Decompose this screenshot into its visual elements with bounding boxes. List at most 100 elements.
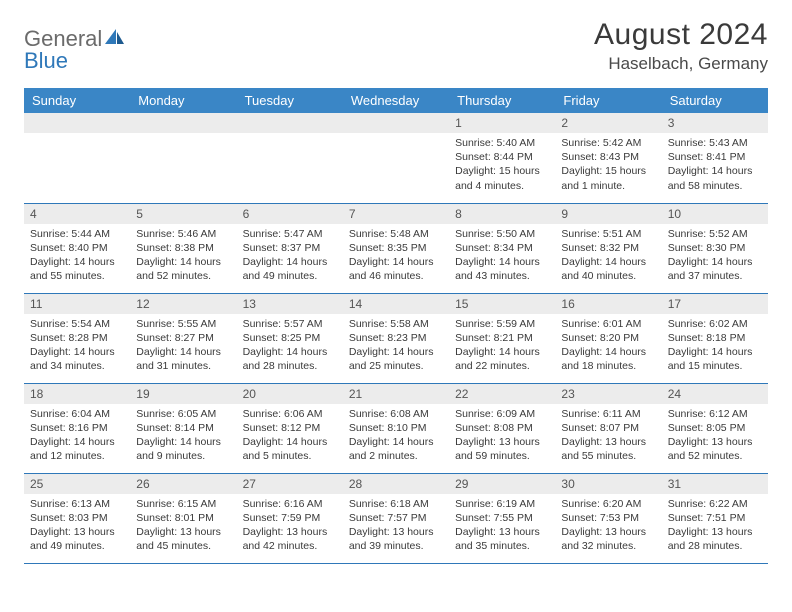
day-number: 29 [449, 474, 555, 494]
empty-cell [24, 113, 130, 203]
day-details: Sunrise: 6:15 AMSunset: 8:01 PMDaylight:… [130, 494, 236, 560]
day-number: 25 [24, 474, 130, 494]
day-cell: 8Sunrise: 5:50 AMSunset: 8:34 PMDaylight… [449, 203, 555, 293]
day-cell: 10Sunrise: 5:52 AMSunset: 8:30 PMDayligh… [662, 203, 768, 293]
day-number: 5 [130, 204, 236, 224]
day-details: Sunrise: 5:57 AMSunset: 8:25 PMDaylight:… [237, 314, 343, 380]
day-details: Sunrise: 6:05 AMSunset: 8:14 PMDaylight:… [130, 404, 236, 470]
day-cell: 30Sunrise: 6:20 AMSunset: 7:53 PMDayligh… [555, 473, 661, 563]
day-cell: 14Sunrise: 5:58 AMSunset: 8:23 PMDayligh… [343, 293, 449, 383]
day-number: 23 [555, 384, 661, 404]
day-details: Sunrise: 5:55 AMSunset: 8:27 PMDaylight:… [130, 314, 236, 380]
day-cell: 25Sunrise: 6:13 AMSunset: 8:03 PMDayligh… [24, 473, 130, 563]
dow-thursday: Thursday [449, 88, 555, 113]
day-details: Sunrise: 6:19 AMSunset: 7:55 PMDaylight:… [449, 494, 555, 560]
day-cell: 29Sunrise: 6:19 AMSunset: 7:55 PMDayligh… [449, 473, 555, 563]
day-number: 4 [24, 204, 130, 224]
dow-friday: Friday [555, 88, 661, 113]
day-number: 27 [237, 474, 343, 494]
day-cell: 19Sunrise: 6:05 AMSunset: 8:14 PMDayligh… [130, 383, 236, 473]
dow-wednesday: Wednesday [343, 88, 449, 113]
day-cell: 3Sunrise: 5:43 AMSunset: 8:41 PMDaylight… [662, 113, 768, 203]
day-number: 2 [555, 113, 661, 133]
day-number: 19 [130, 384, 236, 404]
day-cell: 23Sunrise: 6:11 AMSunset: 8:07 PMDayligh… [555, 383, 661, 473]
logo-line2: Blue [24, 40, 68, 74]
day-number: 3 [662, 113, 768, 133]
header: General August 2024 Haselbach, Germany [24, 18, 768, 74]
day-number: 28 [343, 474, 449, 494]
day-cell: 11Sunrise: 5:54 AMSunset: 8:28 PMDayligh… [24, 293, 130, 383]
day-details: Sunrise: 6:08 AMSunset: 8:10 PMDaylight:… [343, 404, 449, 470]
day-details: Sunrise: 6:12 AMSunset: 8:05 PMDaylight:… [662, 404, 768, 470]
day-number: 30 [555, 474, 661, 494]
day-cell: 26Sunrise: 6:15 AMSunset: 8:01 PMDayligh… [130, 473, 236, 563]
day-details: Sunrise: 5:58 AMSunset: 8:23 PMDaylight:… [343, 314, 449, 380]
day-details: Sunrise: 5:40 AMSunset: 8:44 PMDaylight:… [449, 133, 555, 199]
day-number: 11 [24, 294, 130, 314]
day-details: Sunrise: 6:06 AMSunset: 8:12 PMDaylight:… [237, 404, 343, 470]
day-number: 10 [662, 204, 768, 224]
day-cell: 2Sunrise: 5:42 AMSunset: 8:43 PMDaylight… [555, 113, 661, 203]
day-number: 13 [237, 294, 343, 314]
day-number: 1 [449, 113, 555, 133]
day-cell: 17Sunrise: 6:02 AMSunset: 8:18 PMDayligh… [662, 293, 768, 383]
day-cell: 28Sunrise: 6:18 AMSunset: 7:57 PMDayligh… [343, 473, 449, 563]
title-block: August 2024 Haselbach, Germany [594, 18, 768, 74]
day-number: 8 [449, 204, 555, 224]
day-cell: 27Sunrise: 6:16 AMSunset: 7:59 PMDayligh… [237, 473, 343, 563]
day-cell: 31Sunrise: 6:22 AMSunset: 7:51 PMDayligh… [662, 473, 768, 563]
day-cell: 4Sunrise: 5:44 AMSunset: 8:40 PMDaylight… [24, 203, 130, 293]
logo-text-blue: Blue [24, 48, 68, 74]
day-number: 6 [237, 204, 343, 224]
day-number: 16 [555, 294, 661, 314]
day-of-week-row: SundayMondayTuesdayWednesdayThursdayFrid… [24, 88, 768, 113]
calendar-table: SundayMondayTuesdayWednesdayThursdayFrid… [24, 88, 768, 564]
month-title: August 2024 [594, 18, 768, 52]
dow-sunday: Sunday [24, 88, 130, 113]
day-cell: 21Sunrise: 6:08 AMSunset: 8:10 PMDayligh… [343, 383, 449, 473]
day-details: Sunrise: 5:52 AMSunset: 8:30 PMDaylight:… [662, 224, 768, 290]
day-cell: 22Sunrise: 6:09 AMSunset: 8:08 PMDayligh… [449, 383, 555, 473]
day-details: Sunrise: 6:20 AMSunset: 7:53 PMDaylight:… [555, 494, 661, 560]
day-details: Sunrise: 5:50 AMSunset: 8:34 PMDaylight:… [449, 224, 555, 290]
day-number: 21 [343, 384, 449, 404]
day-details: Sunrise: 5:44 AMSunset: 8:40 PMDaylight:… [24, 224, 130, 290]
day-number: 20 [237, 384, 343, 404]
day-details: Sunrise: 6:04 AMSunset: 8:16 PMDaylight:… [24, 404, 130, 470]
day-details: Sunrise: 6:16 AMSunset: 7:59 PMDaylight:… [237, 494, 343, 560]
day-details: Sunrise: 6:13 AMSunset: 8:03 PMDaylight:… [24, 494, 130, 560]
day-number: 22 [449, 384, 555, 404]
day-details: Sunrise: 5:43 AMSunset: 8:41 PMDaylight:… [662, 133, 768, 199]
day-number: 7 [343, 204, 449, 224]
day-cell: 9Sunrise: 5:51 AMSunset: 8:32 PMDaylight… [555, 203, 661, 293]
dow-saturday: Saturday [662, 88, 768, 113]
day-cell: 6Sunrise: 5:47 AMSunset: 8:37 PMDaylight… [237, 203, 343, 293]
empty-cell [343, 113, 449, 203]
day-details: Sunrise: 5:48 AMSunset: 8:35 PMDaylight:… [343, 224, 449, 290]
calendar-body: 1Sunrise: 5:40 AMSunset: 8:44 PMDaylight… [24, 113, 768, 563]
day-cell: 12Sunrise: 5:55 AMSunset: 8:27 PMDayligh… [130, 293, 236, 383]
day-number: 15 [449, 294, 555, 314]
day-cell: 18Sunrise: 6:04 AMSunset: 8:16 PMDayligh… [24, 383, 130, 473]
day-number: 26 [130, 474, 236, 494]
day-details: Sunrise: 6:02 AMSunset: 8:18 PMDaylight:… [662, 314, 768, 380]
empty-cell [130, 113, 236, 203]
day-number: 18 [24, 384, 130, 404]
location: Haselbach, Germany [594, 54, 768, 74]
day-details: Sunrise: 6:01 AMSunset: 8:20 PMDaylight:… [555, 314, 661, 380]
dow-tuesday: Tuesday [237, 88, 343, 113]
day-details: Sunrise: 5:46 AMSunset: 8:38 PMDaylight:… [130, 224, 236, 290]
day-number: 31 [662, 474, 768, 494]
day-cell: 20Sunrise: 6:06 AMSunset: 8:12 PMDayligh… [237, 383, 343, 473]
day-number: 9 [555, 204, 661, 224]
logo-sail-icon [105, 29, 125, 52]
day-details: Sunrise: 5:47 AMSunset: 8:37 PMDaylight:… [237, 224, 343, 290]
day-cell: 15Sunrise: 5:59 AMSunset: 8:21 PMDayligh… [449, 293, 555, 383]
day-number: 24 [662, 384, 768, 404]
day-details: Sunrise: 5:54 AMSunset: 8:28 PMDaylight:… [24, 314, 130, 380]
day-details: Sunrise: 5:42 AMSunset: 8:43 PMDaylight:… [555, 133, 661, 199]
day-cell: 5Sunrise: 5:46 AMSunset: 8:38 PMDaylight… [130, 203, 236, 293]
day-details: Sunrise: 6:09 AMSunset: 8:08 PMDaylight:… [449, 404, 555, 470]
day-number: 12 [130, 294, 236, 314]
